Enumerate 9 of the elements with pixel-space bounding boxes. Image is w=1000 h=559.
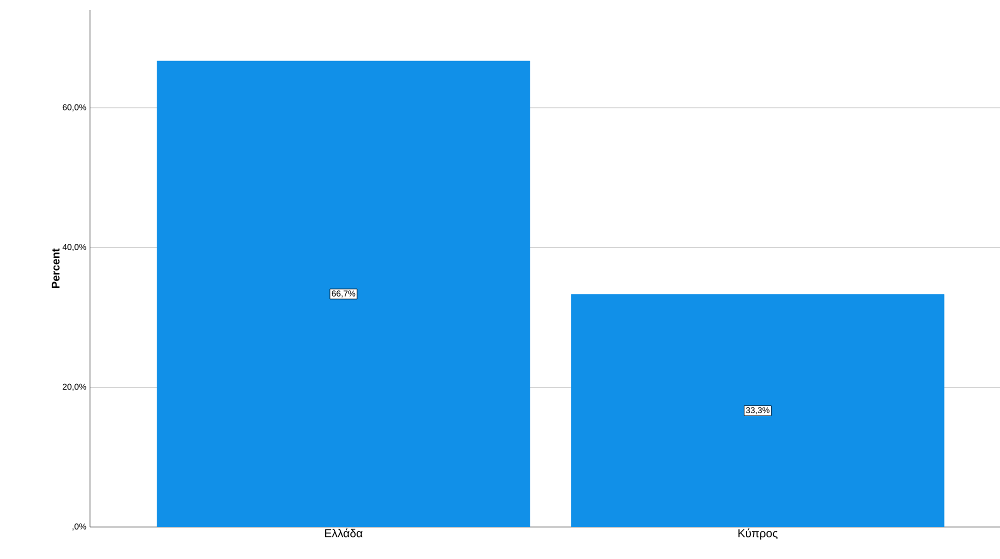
- data-label: 66,7%: [332, 290, 356, 298]
- y-tick-label: 20,0%: [62, 384, 86, 391]
- x-tick-label: Κύπρος: [738, 528, 778, 540]
- y-axis-title: Percent: [52, 248, 60, 288]
- x-tick-label: Ελλάδα: [325, 528, 363, 538]
- y-tick-label: 40,0%: [62, 244, 86, 252]
- data-label: 33,3%: [746, 407, 770, 414]
- y-tick-label: ,0%: [72, 523, 86, 531]
- y-tick-label: 60,0%: [62, 104, 86, 112]
